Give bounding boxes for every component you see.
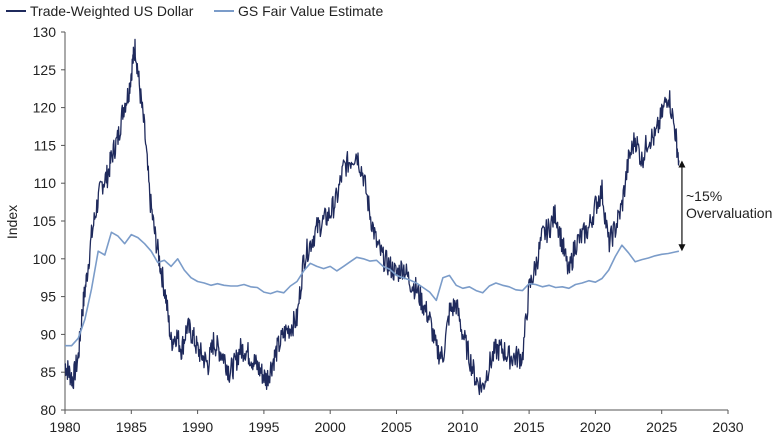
x-tick-label: 1985: [116, 419, 147, 435]
overvaluation-label-pct: ~15%: [686, 188, 722, 204]
y-tick-label: 95: [40, 289, 56, 305]
series-line-trade-weighted-usd: [64, 38, 680, 396]
x-tick-label: 1980: [49, 419, 80, 435]
x-tick-label: 1995: [248, 419, 279, 435]
legend-label-trade-weighted-usd: Trade-Weighted US Dollar: [30, 3, 194, 19]
series-line-gs-fair-value: [65, 231, 680, 347]
x-tick-label: 1990: [182, 419, 213, 435]
legend: Trade-Weighted US Dollar GS Fair Value E…: [6, 3, 383, 19]
y-tick-label: 85: [40, 364, 56, 380]
y-tick-label: 125: [33, 62, 57, 78]
y-tick-label: 120: [33, 100, 57, 116]
overvaluation-arrowhead-bottom: [678, 244, 686, 252]
overvaluation-label-text: Overvaluation: [686, 205, 772, 221]
x-tick-label: 2005: [381, 419, 412, 435]
y-tick-label: 130: [33, 24, 57, 40]
y-tick-label: 90: [40, 326, 56, 342]
y-tick-label: 110: [34, 175, 57, 191]
legend-label-gs-fair-value: GS Fair Value Estimate: [238, 3, 383, 19]
overvaluation-arrowhead-top: [678, 160, 686, 168]
y-tick-label: 80: [40, 402, 56, 418]
overvaluation-annotation: ~15% Overvaluation: [678, 160, 772, 252]
x-tick-label: 2025: [646, 419, 677, 435]
y-tick-label: 100: [33, 251, 57, 267]
x-tick-label: 2030: [712, 419, 743, 435]
x-tick-label: 2020: [580, 419, 611, 435]
y-axis-title: Index: [4, 205, 20, 239]
axes: 80 85 90 95 100 105 110 115 120 125 130 1980 1985 199…: [33, 24, 744, 435]
x-tick-label: 2015: [514, 419, 545, 435]
y-tick-label: 105: [33, 213, 57, 229]
y-tick-label: 115: [34, 137, 57, 153]
x-tick-label: 2010: [447, 419, 478, 435]
x-tick-label: 2000: [315, 419, 346, 435]
series-layer: [64, 38, 680, 396]
